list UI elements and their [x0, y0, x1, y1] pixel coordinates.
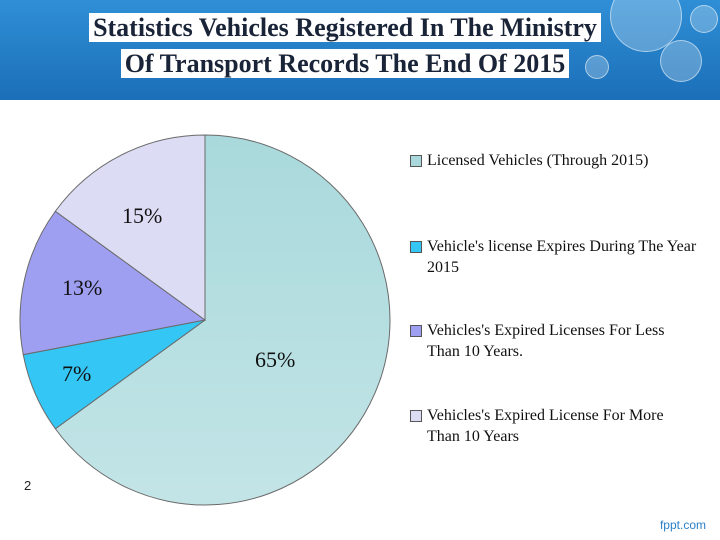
legend-swatch: [410, 155, 422, 167]
legend-swatch: [410, 410, 422, 422]
slice-label-expired-over-10: 15%: [122, 203, 163, 228]
pie-slice-expired-over-10: [54, 134, 206, 321]
slide-title: Statistics Vehicles Registered In The Mi…: [0, 10, 690, 82]
slice-label-expired-under-10: 13%: [62, 275, 103, 300]
legend-label: Vehicles's Expired License For More Than…: [427, 407, 664, 445]
title-line-2: Of Transport Records The End Of 2015: [120, 49, 570, 78]
decorative-bubble-icon: [585, 55, 609, 79]
legend-label: Vehicle's license Expires During The Yea…: [427, 238, 697, 276]
title-line-1: Statistics Vehicles Registered In The Mi…: [89, 13, 601, 42]
brand-text: fppt.com: [659, 518, 706, 532]
legend-label: Licensed Vehicles (Through 2015): [427, 152, 649, 169]
slice-label-licensed: 65%: [255, 347, 296, 372]
legend-swatch: [410, 241, 422, 253]
pie-slice-expired-under-10: [19, 210, 207, 356]
decorative-bubble-icon: [660, 40, 702, 82]
legend-swatch: [410, 325, 422, 337]
decorative-bubble-icon: [690, 5, 718, 33]
pie-slice-licensed: [54, 134, 391, 506]
page-number: 2: [24, 478, 32, 493]
slice-label-expires-2015: 7%: [62, 361, 92, 386]
legend-label: Vehicles's Expired Licenses For Less Tha…: [427, 322, 665, 360]
